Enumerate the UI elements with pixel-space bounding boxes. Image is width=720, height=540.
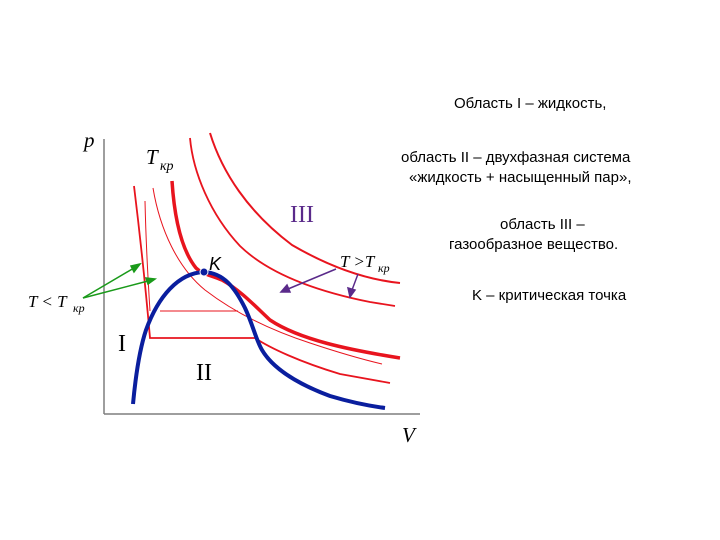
isotherm-low-left [144,200,151,312]
legend-line-3a: область III – [500,216,585,233]
green-arrows [82,262,158,299]
legend-block: Область I – жидкость, область II – двухф… [401,95,632,304]
isotherm-low-upper [152,187,383,365]
legend-line-4: K – критическая точка [472,287,627,304]
legend-line-3b: газообразное вещество. [449,236,618,253]
binodal-curve [131,269,386,410]
isotherm-lowest [133,185,391,384]
critical-point-label: K [209,254,222,274]
y-axis-label: p [82,128,95,152]
isotherm-mid [189,137,396,307]
isotherm-high [209,132,401,284]
legend-line-1: Область I – жидкость, [454,95,606,112]
x-axis-label: V [402,423,417,447]
legend-line-2a: область II – двухфазная система [401,149,631,166]
purple-arrows [279,268,359,299]
t-above-critical-label: T >T кр [340,252,390,275]
region-1-label: I [118,331,126,357]
region-3-label: III [290,202,314,228]
t-critical-label: T кр [146,145,174,174]
region-2-label: II [196,360,212,386]
legend-line-2b: «жидкость + насыщенный пар», [409,169,632,186]
t-below-critical-label: T < T кр [28,292,85,315]
critical-point [199,267,209,277]
